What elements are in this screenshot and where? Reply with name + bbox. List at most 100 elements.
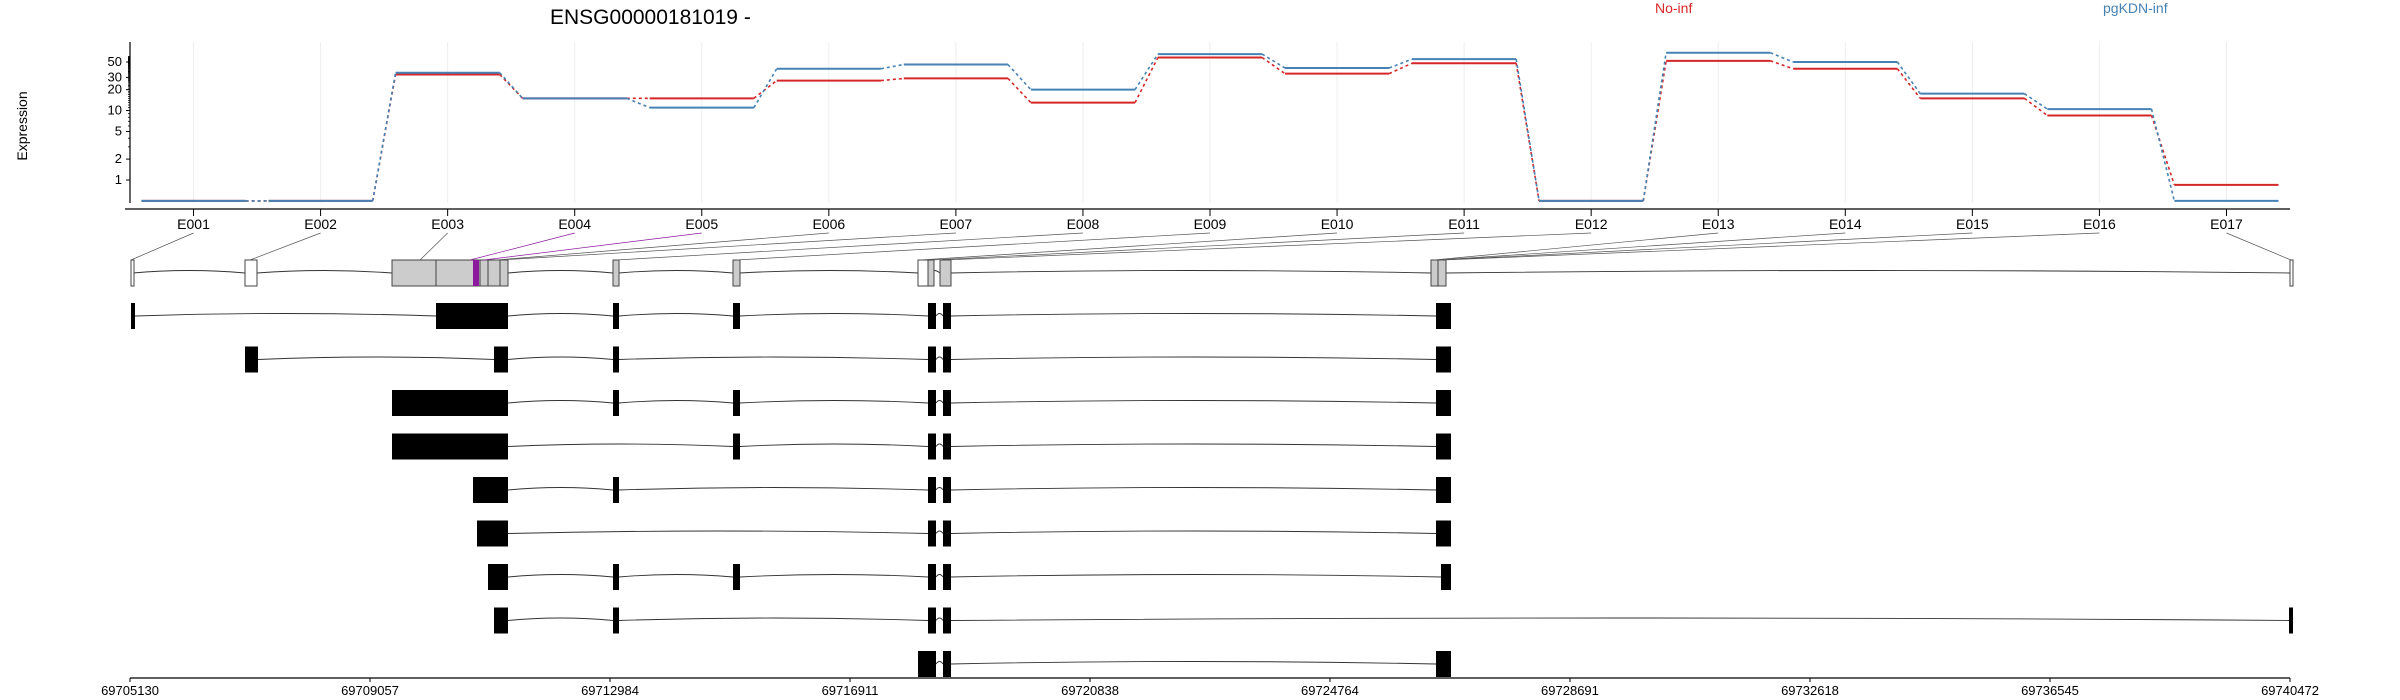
intron bbox=[950, 356, 1437, 360]
y-tick-label-5: 5 bbox=[115, 123, 122, 138]
exon-label-E007: E007 bbox=[940, 216, 973, 232]
exon-block bbox=[928, 390, 936, 416]
intron bbox=[618, 313, 734, 317]
exon-axis: E001 E002 E003 E004 E005 E006 E007 E008 E009 E010… bbox=[125, 208, 2290, 232]
exon-block bbox=[733, 433, 740, 460]
exon-block bbox=[1436, 433, 1451, 460]
connector-E016 bbox=[1441, 232, 2100, 261]
exon-block bbox=[436, 303, 508, 329]
exon-block bbox=[245, 346, 258, 373]
intron bbox=[507, 617, 614, 621]
exon-block bbox=[943, 433, 951, 460]
intron bbox=[935, 617, 944, 621]
exon-block bbox=[733, 564, 740, 590]
grid-lines bbox=[193, 42, 2227, 203]
intron bbox=[950, 400, 1437, 404]
exon-block bbox=[613, 303, 619, 329]
exon-label-E012: E012 bbox=[1575, 216, 1608, 232]
intron bbox=[935, 487, 944, 491]
track-exon bbox=[927, 259, 935, 287]
intron bbox=[134, 313, 437, 317]
track-intron bbox=[507, 270, 614, 274]
exon-block bbox=[392, 433, 508, 460]
genomic-tick-label: 69732618 bbox=[1781, 683, 1839, 698]
connector-No-inf-E012 bbox=[1642, 60, 1667, 202]
intron bbox=[507, 313, 614, 317]
intron bbox=[950, 487, 1437, 491]
track-exon bbox=[939, 259, 952, 287]
connector-E014 bbox=[1437, 232, 1846, 261]
connector-pgKDN-inf-E005 bbox=[753, 68, 778, 109]
exon-block bbox=[943, 564, 951, 590]
connector-No-inf-E005 bbox=[753, 79, 778, 99]
intron bbox=[507, 574, 614, 578]
exon-block bbox=[928, 346, 936, 373]
exon-label-E002: E002 bbox=[304, 216, 337, 232]
genomic-tick-label: 69740472 bbox=[2261, 683, 2319, 698]
exon-block bbox=[943, 303, 951, 329]
intron bbox=[507, 487, 614, 491]
y-tick-label-20: 20 bbox=[108, 82, 122, 97]
transcript-4 bbox=[392, 433, 1451, 460]
exon-label-E016: E016 bbox=[2083, 216, 2116, 232]
genomic-tick-label: 69705130 bbox=[101, 683, 159, 698]
intron bbox=[739, 400, 929, 404]
connector-pgKDN-inf-E003 bbox=[499, 72, 524, 99]
intron bbox=[618, 400, 734, 404]
connector-No-inf-E007 bbox=[1007, 77, 1032, 104]
track-intron bbox=[132, 270, 246, 274]
connector-E013 bbox=[1433, 232, 1719, 261]
transcript-9 bbox=[918, 651, 1451, 677]
exon-label-E010: E010 bbox=[1321, 216, 1354, 232]
connector-No-inf-E006 bbox=[880, 77, 904, 82]
connector-E011 bbox=[931, 232, 1465, 261]
intron bbox=[618, 617, 929, 621]
genomic-coordinate-axis: 69705130 69709057 69712984 69716911 69720838… bbox=[101, 677, 2319, 698]
connector-pgKDN-inf-E010 bbox=[1388, 58, 1413, 69]
connector-pgKDN-inf-E009 bbox=[1261, 53, 1286, 69]
connector-E008 bbox=[615, 232, 1083, 261]
exon-block bbox=[613, 390, 619, 416]
track-intron bbox=[1445, 270, 2291, 274]
intron bbox=[935, 530, 944, 534]
connector-pgKDN-inf-E016 bbox=[2150, 108, 2176, 202]
connector-No-inf-E010 bbox=[1388, 62, 1413, 75]
track-intron bbox=[950, 270, 1432, 274]
legend-entry-no-inf: No-inf bbox=[1655, 0, 1692, 16]
intron bbox=[507, 530, 929, 534]
exon-block bbox=[613, 346, 619, 373]
connector-E003 bbox=[419, 232, 448, 261]
intron bbox=[507, 400, 614, 404]
exon-block bbox=[943, 346, 951, 373]
transcript-6 bbox=[477, 520, 1451, 547]
intron bbox=[950, 530, 1437, 534]
connector-E005 bbox=[483, 232, 702, 261]
transcript-5 bbox=[473, 477, 1451, 503]
genomic-tick-label: 69709057 bbox=[341, 683, 399, 698]
intron bbox=[257, 356, 495, 360]
y-axis-label: Expression bbox=[14, 91, 30, 160]
connector-No-inf-E014 bbox=[1896, 68, 1921, 99]
connector-E010 bbox=[919, 232, 1338, 261]
exon-label-E011: E011 bbox=[1448, 216, 1480, 232]
exon-block bbox=[928, 303, 936, 329]
exon-block bbox=[392, 390, 508, 416]
exon-block bbox=[1436, 303, 1451, 329]
exon-block bbox=[488, 564, 508, 590]
y-tick-label-30: 30 bbox=[108, 69, 122, 84]
intron bbox=[739, 313, 929, 317]
track-intron bbox=[739, 270, 919, 274]
exon-label-E003: E003 bbox=[431, 216, 464, 232]
intron bbox=[618, 574, 734, 578]
track-exon bbox=[435, 259, 475, 287]
exon-block bbox=[928, 477, 936, 503]
exon-block bbox=[733, 303, 740, 329]
genomic-tick-label: 69736545 bbox=[2021, 683, 2079, 698]
connector-E009 bbox=[735, 232, 1211, 261]
track-exon bbox=[391, 259, 437, 287]
track-exon bbox=[479, 259, 489, 287]
legend-entry-pgkdn-inf: pgKDN-inf bbox=[2103, 0, 2168, 16]
genomic-tick-label: 69720838 bbox=[1061, 683, 1119, 698]
intron bbox=[507, 356, 614, 360]
